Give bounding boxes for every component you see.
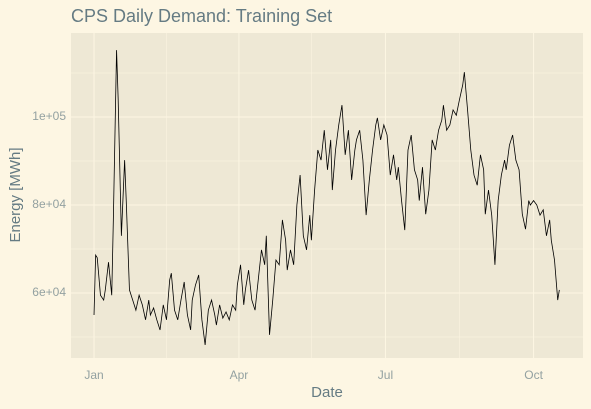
y-axis-label: Energy [MWh] bbox=[7, 147, 24, 242]
data-line bbox=[93, 50, 560, 345]
x-tick-label: Jul bbox=[378, 368, 393, 382]
x-tick-label: Oct bbox=[524, 368, 543, 382]
y-tick-label: 1e+05 bbox=[32, 109, 66, 123]
x-axis-label: Date bbox=[311, 384, 343, 401]
chart-title: CPS Daily Demand: Training Set bbox=[71, 6, 332, 26]
y-tick-label: 6e+04 bbox=[32, 285, 66, 299]
panel bbox=[71, 33, 583, 358]
y-tick-label: 8e+04 bbox=[32, 197, 66, 211]
x-tick-label: Apr bbox=[230, 368, 249, 382]
x-tick-label: Jan bbox=[84, 368, 103, 382]
